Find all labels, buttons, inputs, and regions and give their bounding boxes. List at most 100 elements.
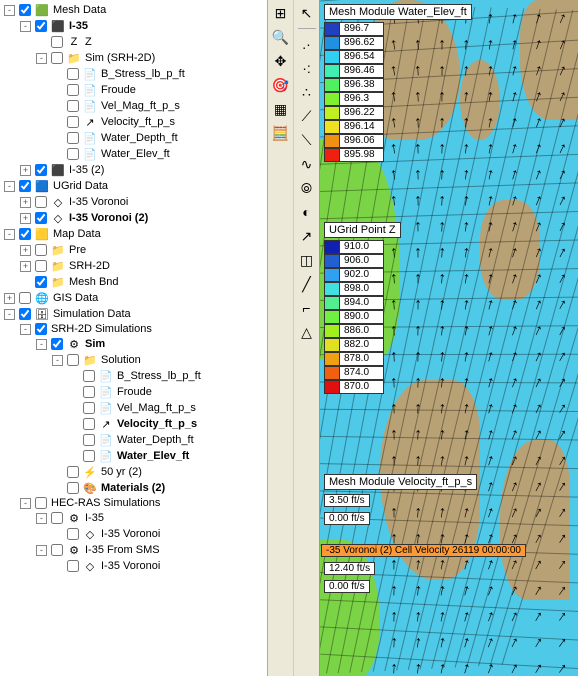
tree-checkbox[interactable] xyxy=(51,544,63,556)
expander-icon[interactable] xyxy=(68,403,79,414)
tree-checkbox[interactable] xyxy=(19,292,31,304)
tree-item[interactable]: 📄Water_Depth_ft xyxy=(0,432,267,448)
tree-item[interactable]: +◇I-35 Voronoi xyxy=(0,194,267,210)
tree-item[interactable]: -📁Sim (SRH-2D) xyxy=(0,50,267,66)
expander-icon[interactable]: + xyxy=(20,261,31,272)
tree-item[interactable]: 📄Water_Elev_ft xyxy=(0,448,267,464)
tree-item[interactable]: +◇I-35 Voronoi (2) xyxy=(0,210,267,226)
tree-checkbox[interactable] xyxy=(67,466,79,478)
tree-checkbox[interactable] xyxy=(83,418,95,430)
expander-icon[interactable]: + xyxy=(20,213,31,224)
tree-checkbox[interactable] xyxy=(35,323,47,335)
tree-checkbox[interactable] xyxy=(83,370,95,382)
tree-item[interactable]: -HEC-RAS Simulations xyxy=(0,496,267,510)
toolbar-button[interactable]: △ xyxy=(296,321,318,343)
tree-checkbox[interactable] xyxy=(83,386,95,398)
expander-icon[interactable] xyxy=(68,451,79,462)
expander-icon[interactable] xyxy=(68,371,79,382)
toolbar-button[interactable]: ∴ xyxy=(296,81,318,103)
tree-checkbox[interactable] xyxy=(67,100,79,112)
tree-item[interactable]: -⚙I-35 xyxy=(0,510,267,526)
toolbar-button[interactable]: ⌐ xyxy=(296,297,318,319)
tree-checkbox[interactable] xyxy=(51,52,63,64)
tree-checkbox[interactable] xyxy=(35,164,47,176)
tree-item[interactable]: ◇I-35 Voronoi xyxy=(0,526,267,542)
tree-item[interactable]: ◇I-35 Voronoi xyxy=(0,558,267,574)
tree-checkbox[interactable] xyxy=(35,497,47,509)
tree-checkbox[interactable] xyxy=(67,482,79,494)
tree-checkbox[interactable] xyxy=(35,20,47,32)
toolbar-button[interactable]: 🎯 xyxy=(270,74,292,96)
expander-icon[interactable]: - xyxy=(20,21,31,32)
tree-item[interactable]: ZZ xyxy=(0,34,267,50)
expander-icon[interactable]: - xyxy=(36,545,47,556)
tree-checkbox[interactable] xyxy=(67,354,79,366)
tree-item[interactable]: +🌐GIS Data xyxy=(0,290,267,306)
tree-item[interactable]: -SRH-2D Simulations xyxy=(0,322,267,336)
toolbar-button[interactable]: ⊞ xyxy=(270,2,292,24)
toolbar-button[interactable]: ⦾ xyxy=(296,177,318,199)
expander-icon[interactable]: - xyxy=(4,5,15,16)
mesh-viewport[interactable]: ↑↑↑↑↑↑↑↑↑↑↑↑↑↑↑↑↑↑↑↑↑↑↑↑↑↑↑↑↑↑↑↑↑↑↑↑↑↑↑↑… xyxy=(320,0,578,676)
expander-icon[interactable]: - xyxy=(4,229,15,240)
toolbar-button[interactable]: ⟍ xyxy=(296,129,318,151)
project-tree-panel[interactable]: -🟩Mesh Data-⬛I-35ZZ-📁Sim (SRH-2D)📄B_Stre… xyxy=(0,0,268,676)
tree-item[interactable]: 📄Froude xyxy=(0,82,267,98)
tree-checkbox[interactable] xyxy=(35,196,47,208)
expander-icon[interactable] xyxy=(52,529,63,540)
tree-item[interactable]: 📄Froude xyxy=(0,384,267,400)
tree-item[interactable]: ↗Velocity_ft_p_s xyxy=(0,114,267,130)
expander-icon[interactable]: + xyxy=(20,245,31,256)
expander-icon[interactable] xyxy=(52,133,63,144)
tree-checkbox[interactable] xyxy=(83,434,95,446)
tree-item[interactable]: 📄Water_Depth_ft xyxy=(0,130,267,146)
tree-item[interactable]: 📄Water_Elev_ft xyxy=(0,146,267,162)
tree-checkbox[interactable] xyxy=(51,36,63,48)
expander-icon[interactable] xyxy=(52,561,63,572)
tree-item[interactable]: +⬛I-35 (2) xyxy=(0,162,267,178)
expander-icon[interactable]: + xyxy=(20,165,31,176)
tree-checkbox[interactable] xyxy=(83,450,95,462)
tree-checkbox[interactable] xyxy=(67,84,79,96)
expander-icon[interactable] xyxy=(52,117,63,128)
expander-icon[interactable] xyxy=(52,101,63,112)
expander-icon[interactable] xyxy=(20,277,31,288)
tree-item[interactable]: 📄Vel_Mag_ft_p_s xyxy=(0,98,267,114)
expander-icon[interactable]: - xyxy=(36,513,47,524)
tree-item[interactable]: -🟩Mesh Data xyxy=(0,2,267,18)
expander-icon[interactable]: + xyxy=(4,293,15,304)
expander-icon[interactable]: - xyxy=(36,53,47,64)
tree-checkbox[interactable] xyxy=(67,148,79,160)
tree-checkbox[interactable] xyxy=(51,338,63,350)
toolbar-button[interactable]: ↖ xyxy=(296,2,318,24)
toolbar-button[interactable]: ╱ xyxy=(296,273,318,295)
tree-checkbox[interactable] xyxy=(67,116,79,128)
toolbar-button[interactable]: 🔍 xyxy=(270,26,292,48)
toolbar-button[interactable]: 🧮 xyxy=(270,122,292,144)
tree-item[interactable]: +📁SRH-2D xyxy=(0,258,267,274)
toolbar-button[interactable]: ·: xyxy=(296,57,318,79)
toolbar-button[interactable]: .· xyxy=(296,33,318,55)
expander-icon[interactable]: - xyxy=(36,339,47,350)
tree-checkbox[interactable] xyxy=(51,512,63,524)
tree-item[interactable]: -🟦UGrid Data xyxy=(0,178,267,194)
tree-item[interactable]: -⚙I-35 From SMS xyxy=(0,542,267,558)
expander-icon[interactable] xyxy=(68,435,79,446)
tree-checkbox[interactable] xyxy=(35,212,47,224)
tree-checkbox[interactable] xyxy=(35,260,47,272)
tree-checkbox[interactable] xyxy=(35,276,47,288)
tree-item[interactable]: -🟨Map Data xyxy=(0,226,267,242)
toolbar-button[interactable]: ✥ xyxy=(270,50,292,72)
toolbar-button[interactable]: ↗ xyxy=(296,225,318,247)
expander-icon[interactable] xyxy=(52,149,63,160)
expander-icon[interactable] xyxy=(52,69,63,80)
tree-checkbox[interactable] xyxy=(19,228,31,240)
tree-checkbox[interactable] xyxy=(35,244,47,256)
tree-checkbox[interactable] xyxy=(19,180,31,192)
tree-item[interactable]: ⚡50 yr (2) xyxy=(0,464,267,480)
tree-item[interactable]: -⬛I-35 xyxy=(0,18,267,34)
tree-item[interactable]: 📄B_Stress_lb_p_ft xyxy=(0,66,267,82)
tree-item[interactable]: -📁Solution xyxy=(0,352,267,368)
tree-item[interactable]: 📁Mesh Bnd xyxy=(0,274,267,290)
expander-icon[interactable] xyxy=(52,483,63,494)
